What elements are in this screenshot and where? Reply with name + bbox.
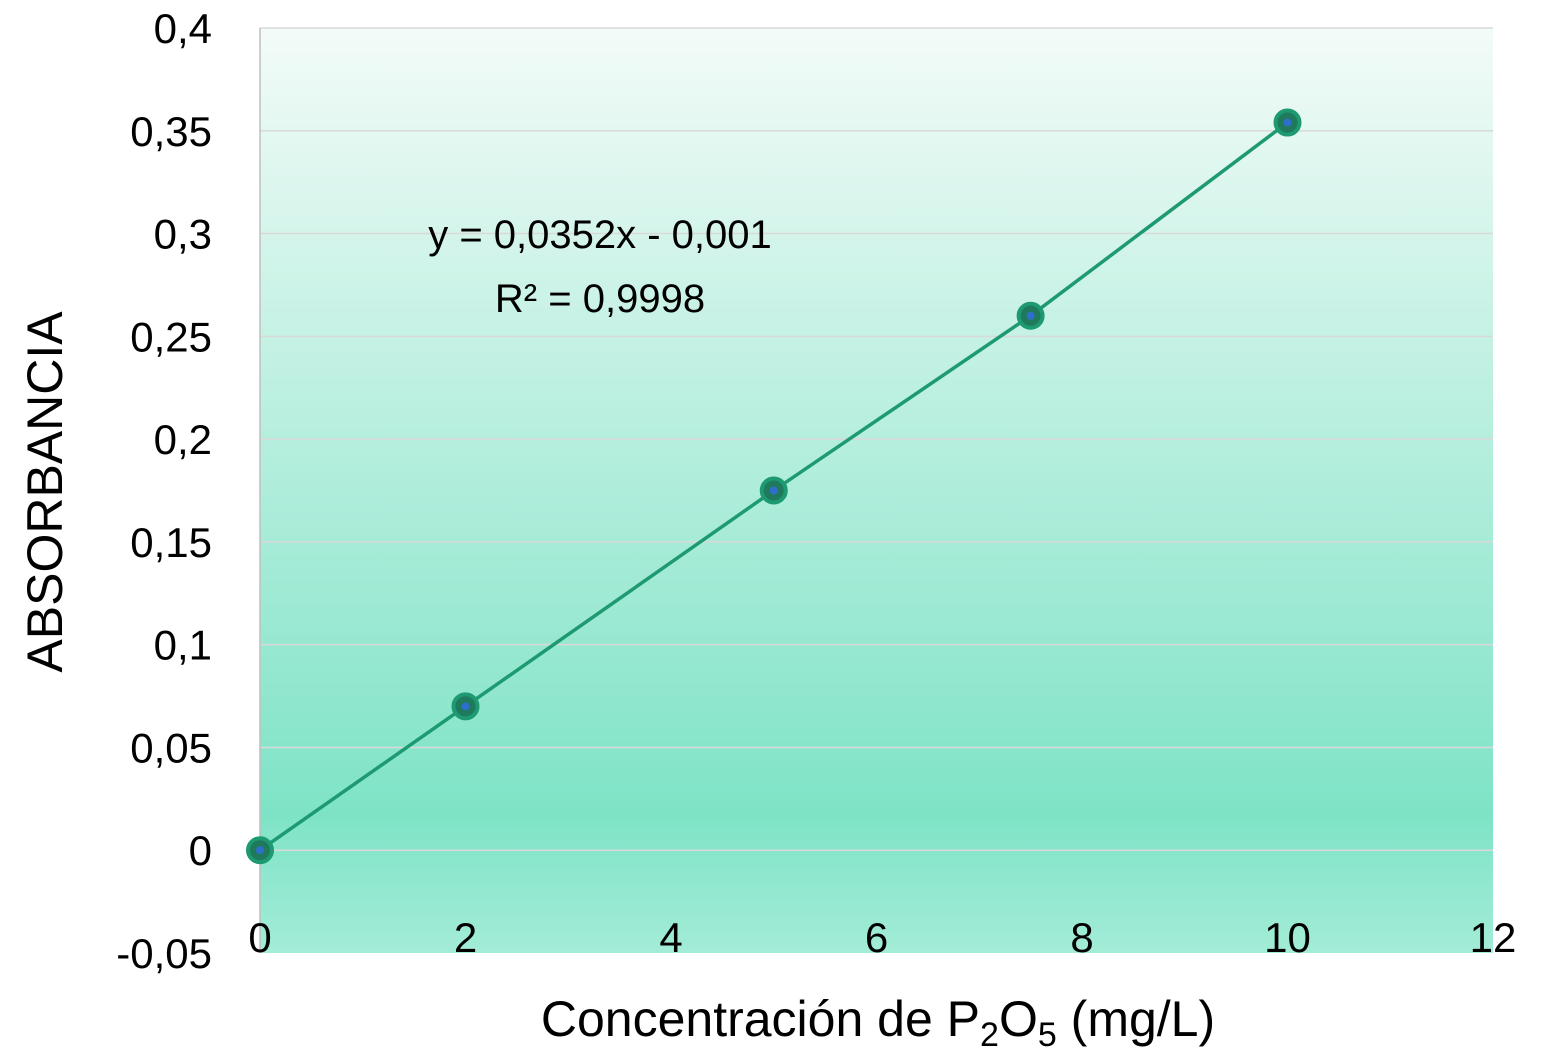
y-tick-label: 0,1 [154, 622, 212, 669]
y-tick-label: 0,05 [130, 724, 212, 771]
x-axis-title-mid: O [999, 991, 1038, 1047]
x-tick-label: 2 [454, 914, 477, 961]
data-point-center [769, 486, 778, 495]
data-point-center [1026, 311, 1035, 320]
x-tick-label: 10 [1264, 914, 1311, 961]
x-axis-title-post: (mg/L) [1057, 991, 1215, 1047]
x-tick-label: 12 [1470, 914, 1517, 961]
y-tick-label: 0,2 [154, 416, 212, 463]
x-tick-labels: 0 2 4 6 8 10 12 [248, 914, 1516, 961]
trendline-equation: y = 0,0352x - 0,001 [428, 213, 772, 257]
x-axis-title-sub1: 2 [980, 1016, 999, 1052]
y-tick-label: 0,4 [154, 5, 212, 52]
x-tick-label: 0 [248, 914, 271, 961]
data-point-center [256, 846, 264, 855]
x-axis-title: Concentración de P2O5 (mg/L) [541, 991, 1215, 1052]
y-tick-label: 0,3 [154, 211, 212, 258]
data-point-center [461, 702, 470, 711]
y-tick-label: -0,05 [116, 930, 212, 977]
x-tick-label: 6 [865, 914, 888, 961]
x-tick-label: 8 [1070, 914, 1093, 961]
plot-area [260, 28, 1493, 953]
x-axis-title-sub2: 5 [1038, 1016, 1057, 1052]
y-tick-label: 0,25 [130, 313, 212, 360]
x-tick-label: 4 [659, 914, 682, 961]
y-tick-label: 0,15 [130, 519, 212, 566]
y-axis-title: ABSORBANCIA [17, 311, 73, 673]
r-squared-label: R² = 0,9998 [495, 277, 705, 321]
y-tick-label: 0 [189, 827, 212, 874]
y-tick-labels: -0,05 0 0,05 0,1 0,15 0,2 0,25 0,3 0,35 0,4 [116, 5, 212, 977]
x-axis-title-pre: Concentración de P [541, 991, 980, 1047]
data-points [246, 108, 1302, 865]
grid-lines [260, 27, 1493, 851]
data-point-center [1283, 118, 1292, 127]
y-tick-label: 0,35 [130, 108, 212, 155]
